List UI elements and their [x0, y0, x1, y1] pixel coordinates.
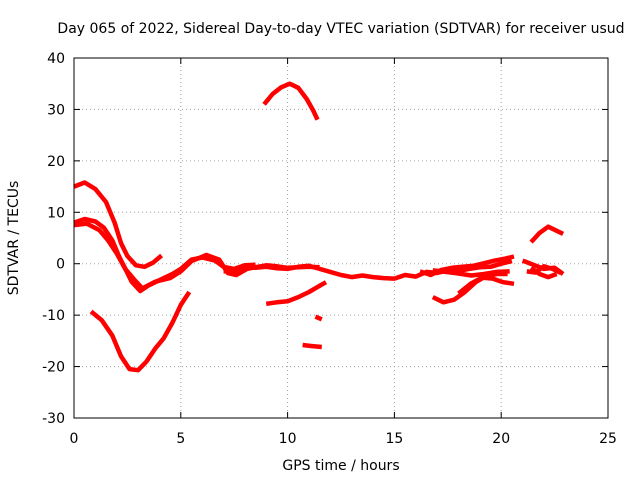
y-tick-label: 40: [47, 51, 65, 67]
y-tick-label: -20: [42, 360, 65, 376]
x-tick-label: 0: [70, 431, 79, 447]
tick-labels: 0 5 10 15 20 25 -30 -20 -10 0 10 20 30 40: [42, 51, 617, 447]
series-arc-g: [314, 314, 323, 322]
x-axis-label: GPS time / hours: [282, 458, 399, 474]
series-arc-a: [73, 180, 164, 270]
ticks: [73, 57, 609, 419]
series-arc-c: [73, 221, 320, 291]
series-arc-l: [457, 275, 515, 296]
x-tick-label: 10: [279, 431, 297, 447]
series-arc-h: [302, 342, 323, 350]
y-tick-label: -30: [42, 411, 65, 427]
y-tick-label: 30: [47, 102, 65, 118]
x-tick-label: 25: [599, 431, 617, 447]
series-arc-p: [529, 265, 558, 280]
series-arc-m: [432, 268, 510, 278]
x-tick-label: 20: [492, 431, 510, 447]
y-axis-label: SDTVAR / TECUs: [6, 181, 22, 296]
series-arc-d: [89, 290, 192, 373]
series-arc-f: [265, 280, 328, 307]
x-tick-label: 15: [385, 431, 403, 447]
series-arc-i: [223, 258, 513, 281]
series-group: [73, 81, 565, 373]
series-arc-o: [526, 264, 562, 276]
plot-frame: [73, 57, 609, 419]
x-tick-label: 5: [176, 431, 185, 447]
y-tick-label: 20: [47, 154, 65, 170]
chart-title: Day 065 of 2022, Sidereal Day-to-day VTE…: [57, 21, 624, 37]
y-tick-label: 0: [56, 257, 65, 273]
series-arc-q: [529, 224, 565, 244]
series-arc-e: [262, 81, 320, 121]
y-tick-label: 10: [47, 205, 65, 221]
y-tick-label: -10: [42, 308, 65, 324]
grid: [74, 58, 608, 418]
